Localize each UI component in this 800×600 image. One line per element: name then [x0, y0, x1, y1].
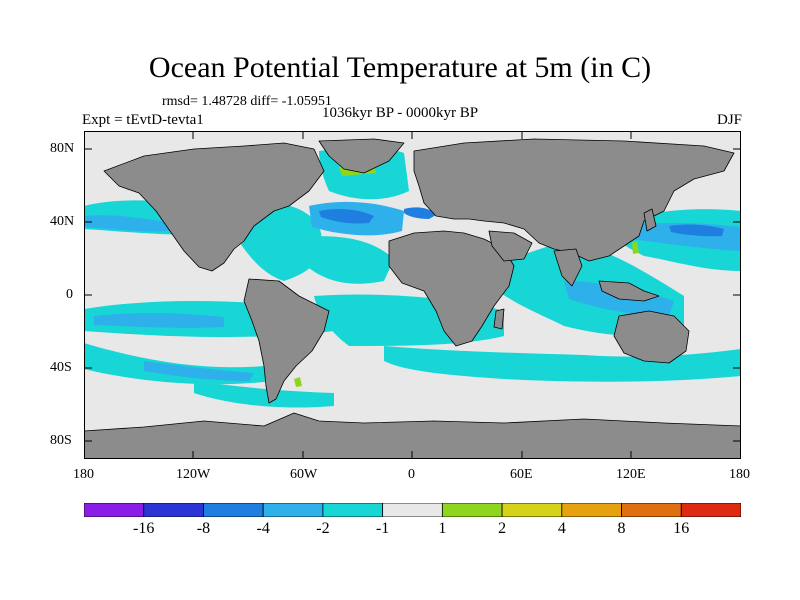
colorbar-label: -16 [133, 520, 155, 537]
colorbar-cell [203, 503, 264, 517]
colorbar-label: -8 [196, 520, 211, 537]
lat-label-0: 0 [66, 287, 73, 302]
lon-label-180-east: 180 [729, 467, 750, 482]
period-label: 1036kyr BP - 0000kyr BP [322, 105, 479, 121]
lon-label-0: 0 [408, 467, 415, 482]
lat-label-80n: 80N [50, 141, 75, 156]
madagascar [493, 308, 505, 330]
colorbar-cell [84, 503, 145, 517]
anomaly-deep-blue [319, 207, 724, 237]
colorbar-cell [262, 503, 324, 517]
colorbar-label: -4 [256, 520, 270, 537]
colorbar-label: 16 [673, 520, 690, 537]
colorbar-label: 4 [557, 520, 566, 537]
season-label: DJF [716, 112, 742, 128]
colorbar-label: -2 [316, 520, 330, 537]
lon-label-60w: 60W [290, 467, 318, 482]
stats-line: rmsd= 1.48728 diff= -1.05951 [162, 94, 332, 109]
north-america [103, 142, 325, 272]
lat-label-40n: 40N [50, 214, 75, 229]
colorbar-cell [143, 503, 204, 517]
colorbar-label: 8 [617, 520, 626, 537]
lat-label-40s: 40S [50, 360, 72, 375]
japan [643, 208, 657, 232]
colorbar-label: -1 [375, 520, 390, 537]
experiment-label: Expt = tEvtD-tevta1 [82, 112, 204, 128]
lon-label-120w: 120W [176, 467, 211, 482]
colorbar-cell [621, 503, 682, 517]
lon-label-180-west: 180 [73, 467, 94, 482]
colorbar-cell [680, 503, 741, 517]
temperature-map [84, 131, 741, 459]
colorbar [84, 503, 741, 517]
lat-label-80s: 80S [50, 433, 72, 448]
lon-label-120e: 120E [616, 467, 646, 482]
antarctica [84, 412, 741, 459]
map-title: Ocean Potential Temperature at 5m (in C) [148, 51, 652, 84]
land-masses [84, 138, 741, 459]
colorbar-label: 2 [498, 520, 507, 537]
india [553, 248, 583, 287]
colorbar-cell [382, 503, 443, 517]
indonesia [598, 280, 660, 302]
africa [388, 230, 515, 347]
lat-ticks [84, 148, 741, 442]
greenland [318, 138, 405, 174]
lon-label-60e: 60E [510, 467, 533, 482]
south-america [243, 278, 330, 404]
colorbar-cell [441, 503, 503, 517]
colorbar-label: 1 [438, 520, 447, 537]
lon-ticks [192, 131, 632, 459]
eurasia [413, 138, 735, 262]
colorbar-cell [501, 503, 563, 517]
arabia [488, 230, 533, 262]
australia [613, 310, 690, 364]
colorbar-cell [561, 503, 622, 517]
colorbar-cell [322, 503, 384, 517]
